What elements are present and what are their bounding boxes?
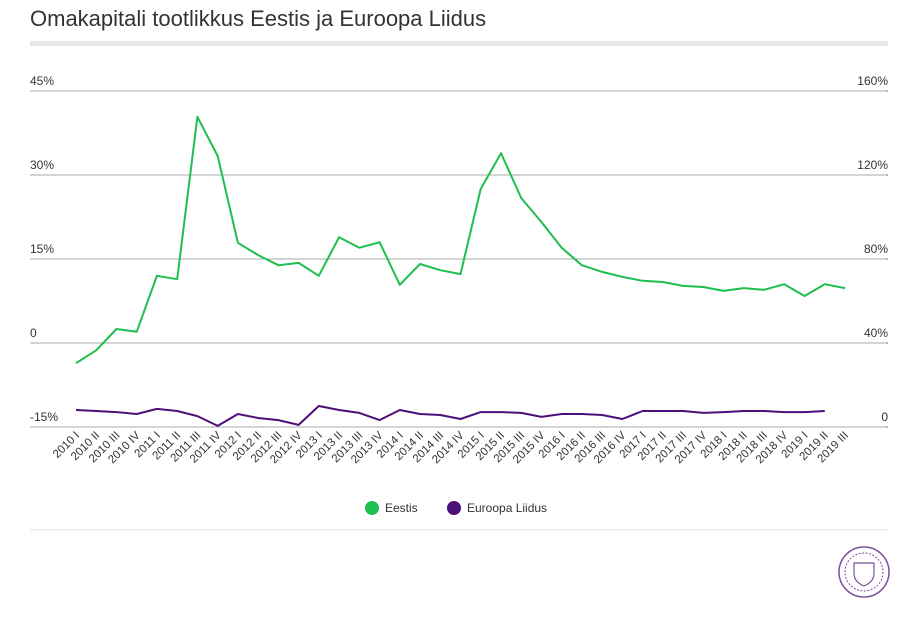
y-tick-label: 30% [30,158,54,172]
logo [838,546,890,598]
y-tick-label: 15% [30,242,54,256]
y-tick-label: 45% [30,74,54,88]
y2-tick-label: 40% [864,326,888,340]
legend-label: Eestis [385,501,418,515]
y2-tick-label: 80% [864,242,888,256]
legend-marker [365,501,379,515]
y-tick-label: -15% [30,410,58,424]
series-line [75,405,825,427]
y2-tick-label: 120% [857,158,888,172]
y2-tick-label: 0 [881,410,888,424]
title-rule [30,41,888,46]
legend-marker [447,501,461,515]
y2-tick-label: 160% [857,74,888,88]
y-tick-label: 0 [30,326,37,340]
series-line [75,115,846,365]
legend-label: Euroopa Liidus [467,501,547,515]
chart-title: Omakapitali tootlikkus Eestis ja Euroopa… [30,6,486,31]
